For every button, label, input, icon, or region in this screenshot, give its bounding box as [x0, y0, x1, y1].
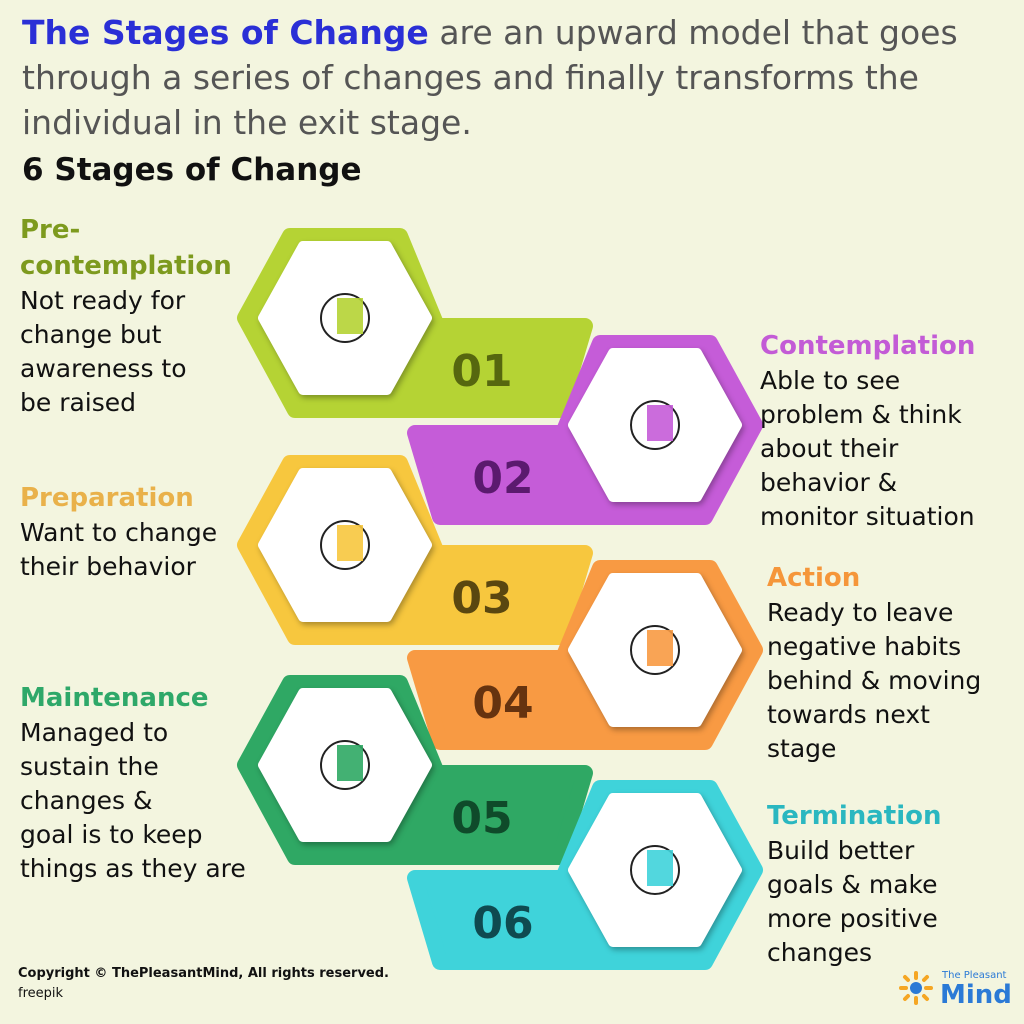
- header: The Stages of Change are an upward model…: [22, 10, 1012, 145]
- icon: [320, 293, 370, 343]
- icon: [337, 745, 363, 781]
- description-line: things as they are: [20, 854, 246, 883]
- stage-text: Preparation Want to change their behavior: [20, 480, 260, 584]
- description-line: Ready to leave: [767, 598, 954, 627]
- icon: [630, 400, 680, 450]
- icon: [647, 630, 673, 666]
- icon: [647, 405, 673, 441]
- description-line: their behavior: [20, 552, 196, 581]
- stage-title: Contemplation: [760, 331, 976, 361]
- stage-title: Pre-contemplation: [20, 215, 232, 281]
- icon: [337, 298, 363, 334]
- stage-description: Able to see problem & think about their beh…: [760, 364, 1020, 534]
- stage-number: 01: [451, 346, 512, 397]
- logo-icon: [899, 971, 933, 1005]
- stage-description: Want to change their behavior: [20, 516, 260, 584]
- stage-description: Managed to sustain the changes & goal is to…: [20, 716, 290, 886]
- title-rest: are an upward model that goes through a …: [22, 13, 958, 142]
- description-line: goal is to keep: [20, 820, 203, 849]
- description-line: negative habits: [767, 632, 962, 661]
- stage-title: Preparation: [20, 483, 194, 513]
- stage-text: Action Ready to leave negative habits behin…: [767, 560, 1017, 766]
- description-line: awareness to: [20, 354, 187, 383]
- description-line: change but: [20, 320, 162, 349]
- logo-small: The Pleasant: [942, 970, 1007, 981]
- description-line: Able to see: [760, 366, 901, 395]
- description-line: goals & make: [767, 870, 938, 899]
- stage-number: 05: [451, 793, 512, 844]
- description-line: monitor situation: [760, 502, 975, 531]
- description-line: sustain the: [20, 752, 159, 781]
- icon: [337, 525, 363, 561]
- stage-description: Ready to leave negative habits behind & mo…: [767, 596, 1017, 766]
- icon: [647, 850, 673, 886]
- icon: [320, 740, 370, 790]
- stage-description: Build better goals & make more positive cha…: [767, 834, 1017, 970]
- description-line: more positive: [767, 904, 938, 933]
- description-line: Not ready for: [20, 286, 186, 315]
- logo-big: Mind: [940, 980, 1012, 1010]
- description-line: Managed to: [20, 718, 169, 747]
- description-line: changes &: [20, 786, 153, 815]
- icon: [630, 845, 680, 895]
- description-line: Want to change: [20, 518, 218, 547]
- description-line: stage: [767, 734, 837, 763]
- description-line: about their: [760, 434, 899, 463]
- stage-title: Maintenance: [20, 683, 209, 713]
- description-line: changes: [767, 938, 873, 967]
- subtitle: 6 Stages of Change: [22, 152, 362, 188]
- stage-title: Action: [767, 563, 861, 593]
- credit: freepik: [18, 986, 64, 1001]
- description-line: behind & moving: [767, 666, 982, 695]
- title-highlight: The Stages of Change: [22, 13, 429, 52]
- icon: [630, 625, 680, 675]
- stage-title: Termination: [767, 801, 942, 831]
- stage-number: 03: [451, 573, 512, 624]
- icon: [320, 520, 370, 570]
- stage-number: 02: [472, 453, 533, 504]
- stage-text: Maintenance Managed to sustain the changes …: [20, 680, 290, 886]
- stage-number: 04: [472, 678, 533, 729]
- stage-description: Not ready for change but awareness to be ra…: [20, 284, 250, 420]
- stage-number: 06: [472, 898, 533, 949]
- stage-text: Contemplation Able to see problem & think a…: [760, 328, 1020, 534]
- stage-text: Pre-contemplation Not ready for change but…: [20, 212, 250, 420]
- description-line: Build better: [767, 836, 915, 865]
- description-line: towards next: [767, 700, 930, 729]
- copyright: Copyright © ThePleasantMind, All rights …: [18, 966, 389, 981]
- description-line: problem & think: [760, 400, 962, 429]
- description-line: be raised: [20, 388, 137, 417]
- description-line: behavior &: [760, 468, 898, 497]
- stage-text: Termination Build better goals & make more …: [767, 798, 1017, 970]
